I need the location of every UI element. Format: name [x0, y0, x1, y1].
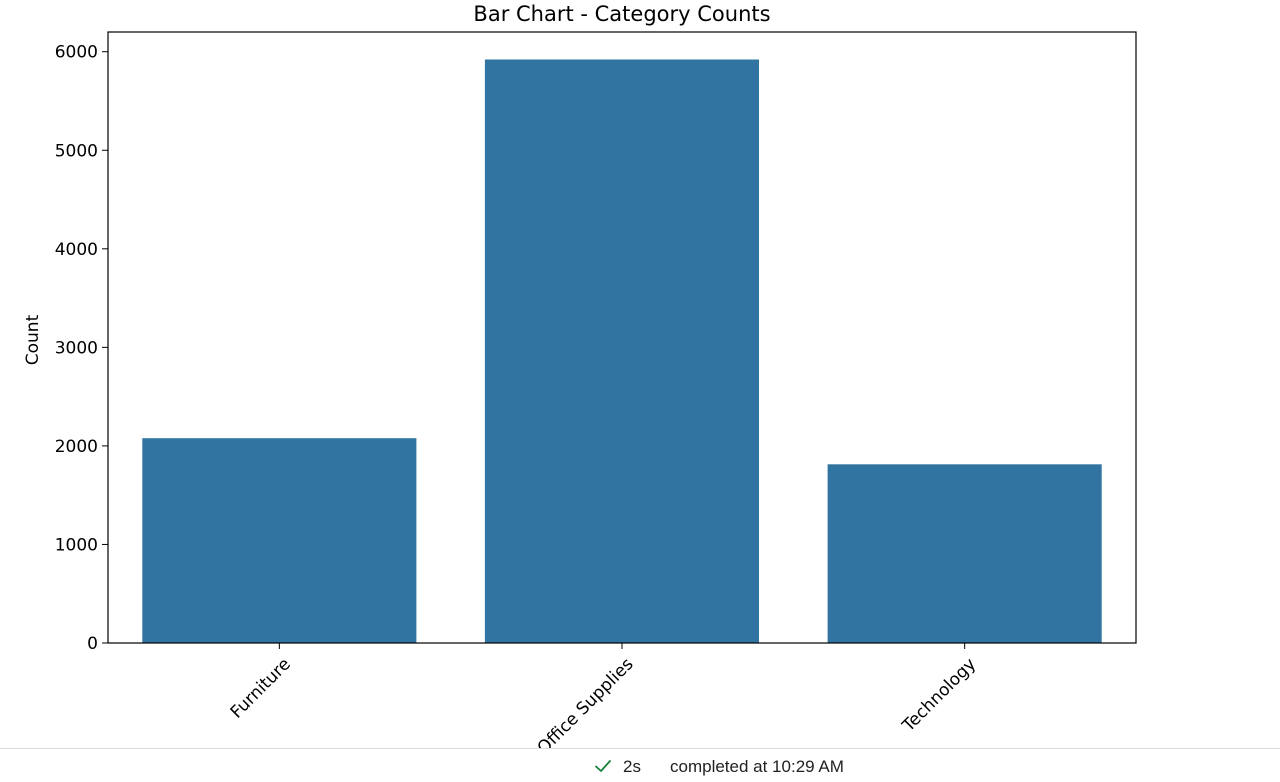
execution-status-bar: 2s completed at 10:29 AM [0, 748, 1280, 782]
y-tick-label: 0 [87, 634, 98, 654]
execution-status-text: completed at 10:29 AM [670, 757, 844, 776]
y-tick-label: 3000 [55, 338, 98, 358]
x-tick-label: Office Supplies [534, 654, 638, 748]
bar-chart: Bar Chart - Category Counts Count 0 1000 2… [23, 2, 1137, 748]
bars-group [142, 59, 1102, 643]
y-tick-label: 4000 [55, 240, 98, 260]
execution-duration: 2s [623, 757, 641, 776]
plot-frame [107, 31, 1137, 644]
x-tick-label: Technology [898, 654, 980, 736]
y-tick-label: 2000 [55, 437, 98, 457]
checkmark-icon [595, 760, 611, 772]
bar-technology [827, 464, 1102, 643]
x-tick-label: Furniture [227, 654, 295, 722]
cell-output: Bar Chart - Category Counts Count 0 1000 2… [23, 2, 1137, 748]
bar-furniture [142, 438, 417, 643]
y-axis-label: Count [23, 314, 43, 365]
y-tick-label: 6000 [55, 43, 98, 63]
x-axis-ticks: Furniture Office Supplies Technology [227, 643, 980, 748]
y-tick-label: 5000 [55, 141, 98, 161]
y-axis-ticks: 0 1000 2000 3000 4000 5000 6000 [55, 43, 108, 654]
y-tick-label: 1000 [55, 535, 98, 555]
chart-title: Bar Chart - Category Counts [473, 2, 770, 26]
bar-office-supplies [484, 59, 759, 643]
